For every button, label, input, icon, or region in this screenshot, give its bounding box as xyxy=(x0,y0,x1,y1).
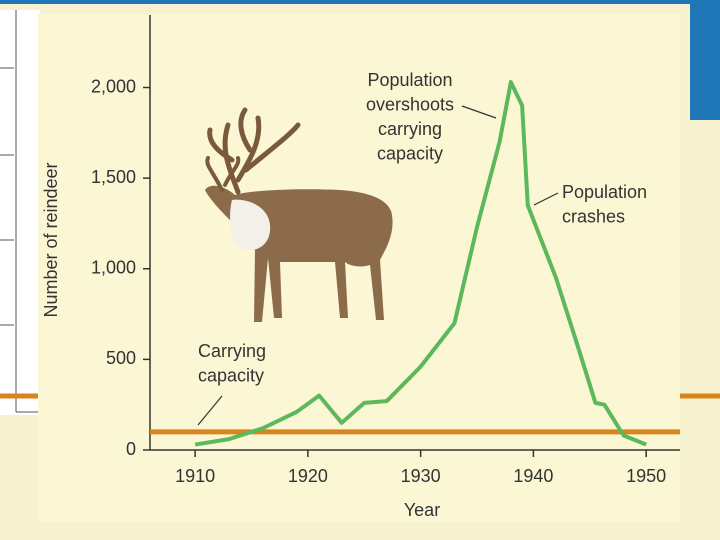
annotation-text: crashes xyxy=(562,206,625,226)
series-line xyxy=(194,80,647,447)
annotation-text: carrying xyxy=(378,119,442,139)
y-tick-label: 1,500 xyxy=(91,167,136,187)
x-tick-label: 1940 xyxy=(513,466,553,486)
x-tick-label: 1950 xyxy=(626,466,666,486)
annotation-text: capacity xyxy=(198,365,264,385)
slide-top-bar xyxy=(0,0,720,4)
x-axis-label: Year xyxy=(404,500,440,520)
annotation-leaders xyxy=(197,105,559,426)
y-tick-label: 2,000 xyxy=(91,76,136,96)
y-axis-label: Number of reindeer xyxy=(41,162,61,317)
plot: 0 500 1,000 1,500 2,000 1910 1920 1930 1940 1950 Y… xyxy=(41,15,680,520)
annotation-text: Population xyxy=(367,70,452,90)
background-lines xyxy=(0,10,40,413)
slide-corner-block xyxy=(690,0,720,120)
annotation-text: Carrying xyxy=(198,341,266,361)
y-tick-label: 0 xyxy=(126,439,136,459)
x-tick-label: 1910 xyxy=(175,466,215,486)
x-tick-label: 1920 xyxy=(288,466,328,486)
y-tick-label: 500 xyxy=(106,348,136,368)
annotation-text: Population xyxy=(562,182,647,202)
annotation-text: capacity xyxy=(377,143,443,163)
y-tick-label: 1,000 xyxy=(91,258,136,278)
reindeer-illustration xyxy=(205,107,393,322)
x-tick-label: 1930 xyxy=(401,466,441,486)
annotation-text: overshoots xyxy=(366,94,454,114)
background-panel xyxy=(0,10,40,415)
